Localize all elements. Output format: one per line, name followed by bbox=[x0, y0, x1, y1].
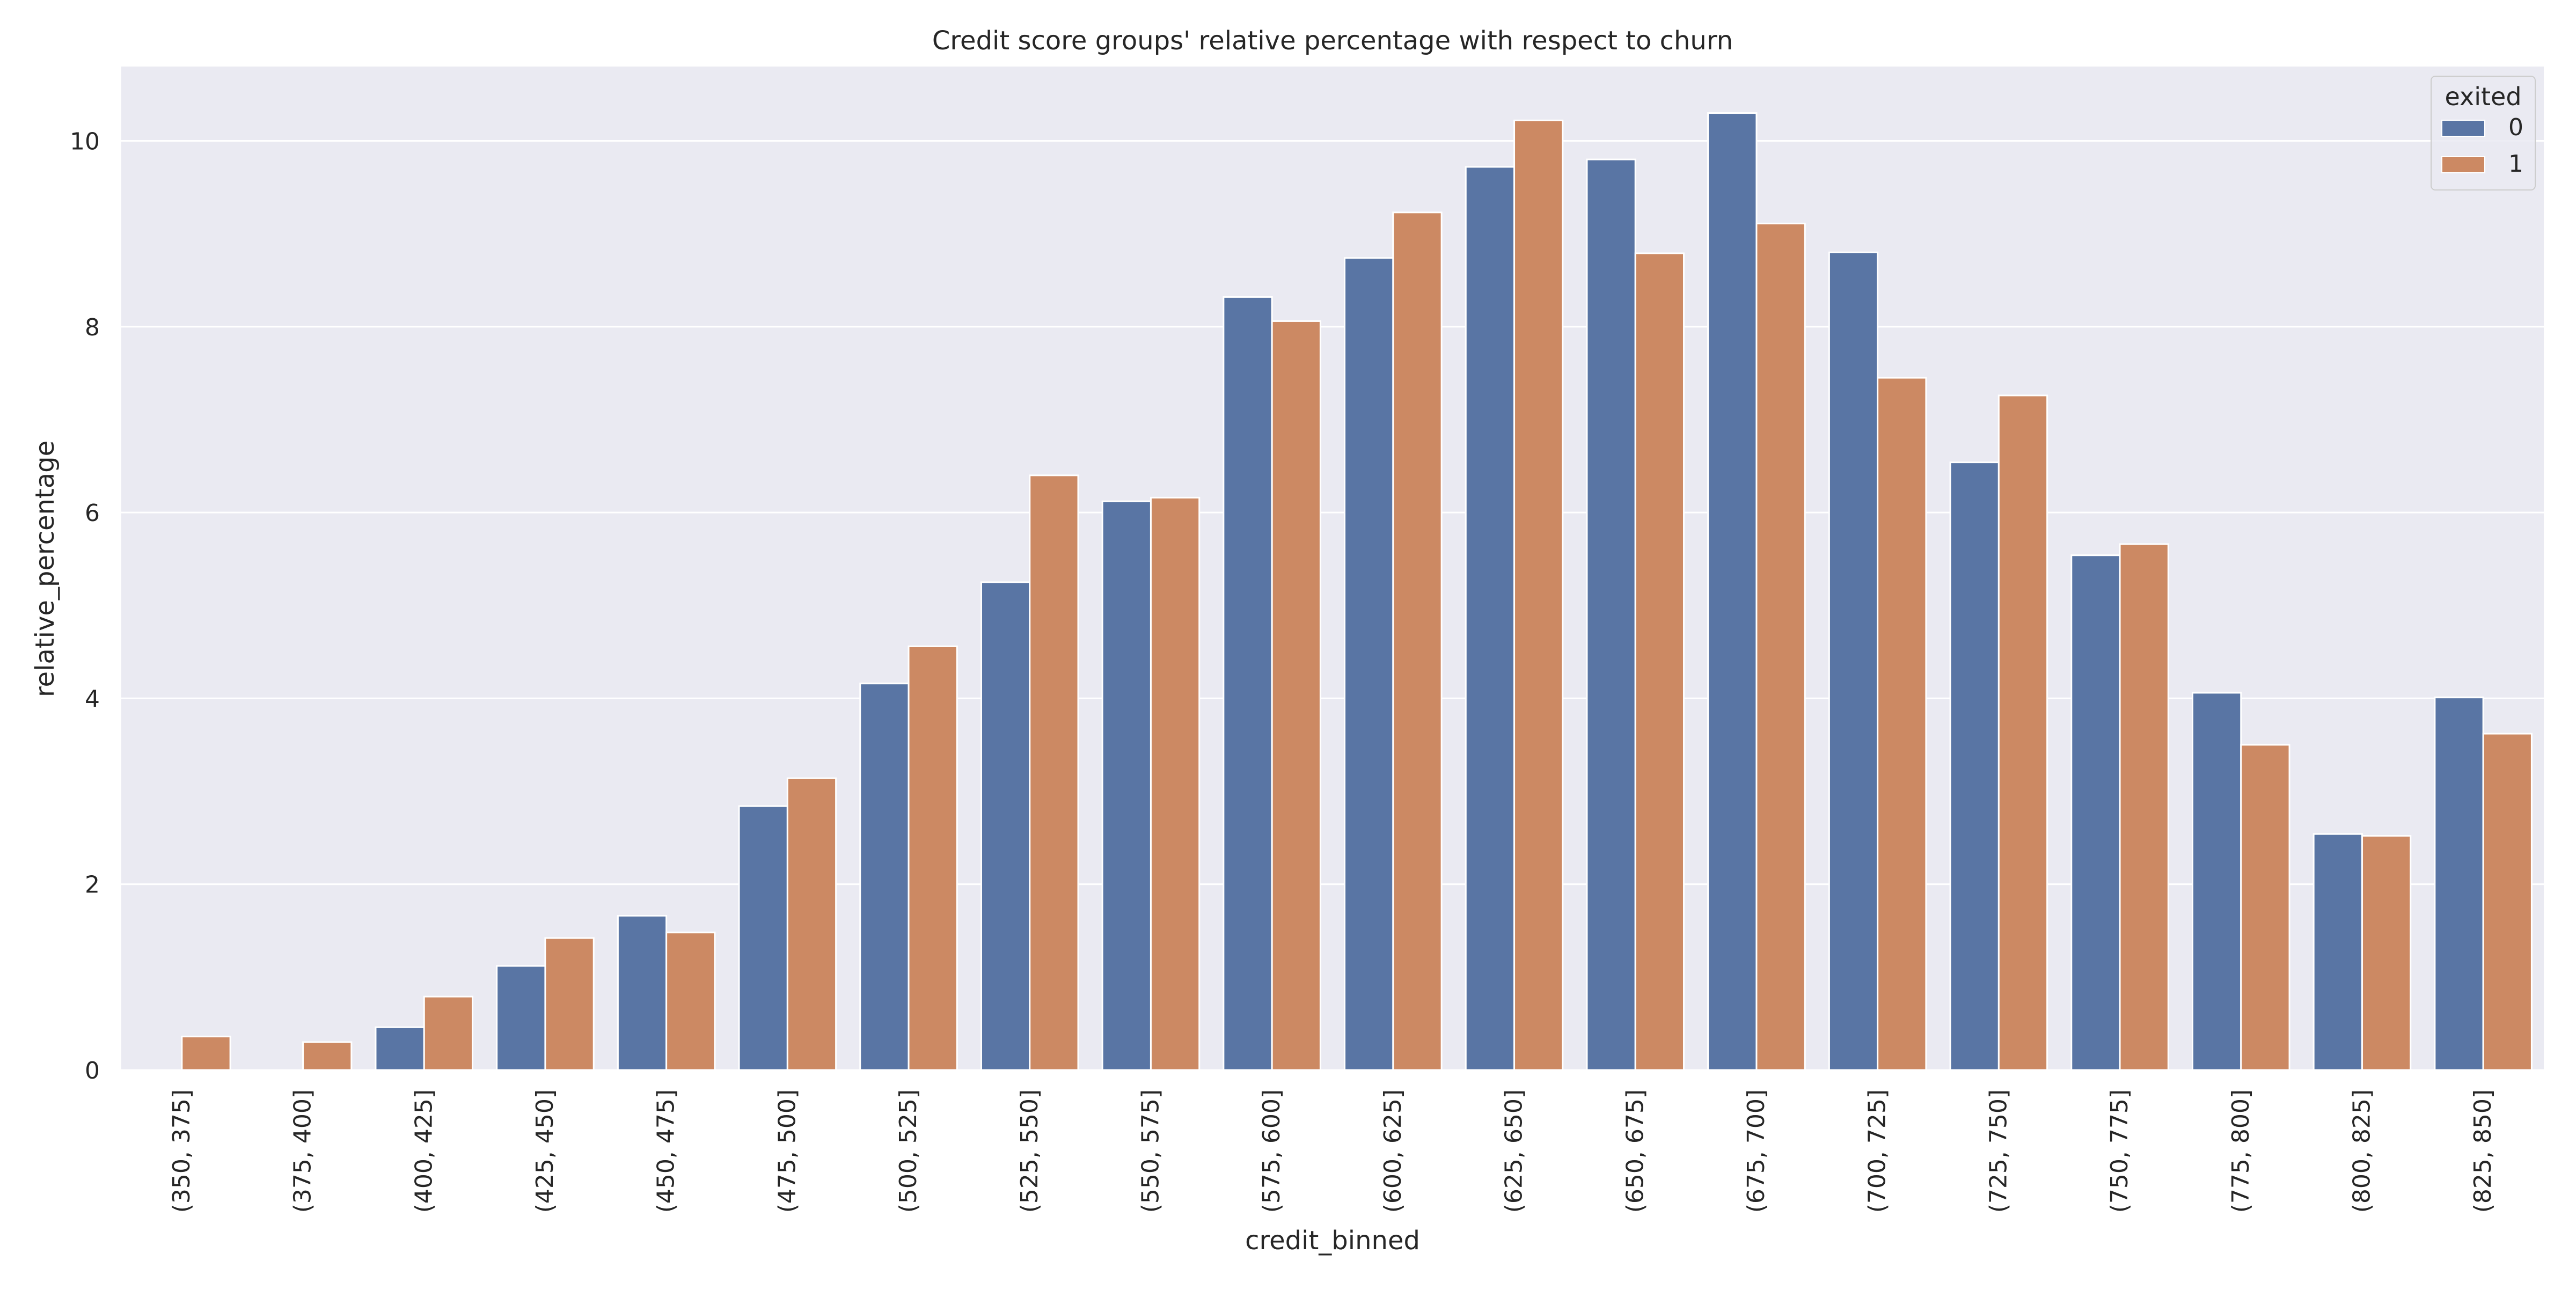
bar-750-775-series-1 bbox=[2119, 543, 2169, 1071]
y-tick-label: 8 bbox=[85, 314, 100, 341]
bar-825-850-series-1 bbox=[2482, 732, 2533, 1071]
bar-475-500-series-0 bbox=[738, 805, 788, 1071]
bar-625-650-series-1 bbox=[1513, 119, 1564, 1071]
x-tick-label: (375, 400] bbox=[289, 1089, 317, 1213]
x-axis-label: credit_binned bbox=[1245, 1226, 1420, 1256]
x-tick-label: (700, 725] bbox=[1864, 1089, 1891, 1213]
bar-500-525-series-0 bbox=[859, 683, 910, 1071]
legend-swatch-1 bbox=[2441, 156, 2485, 173]
y-axis: 0 2 4 6 8 10 bbox=[70, 128, 100, 1084]
y-tick-label: 0 bbox=[85, 1057, 100, 1084]
bar-500-525-series-1 bbox=[908, 645, 958, 1071]
bar-675-700-series-1 bbox=[1755, 223, 1806, 1071]
legend-title: exited bbox=[2445, 82, 2521, 111]
bar-700-725-series-1 bbox=[1877, 377, 1927, 1071]
x-tick-label: (500, 525] bbox=[895, 1089, 922, 1213]
bar-650-675-series-0 bbox=[1586, 158, 1636, 1071]
plot-area bbox=[121, 67, 2544, 1071]
bar-725-750-series-1 bbox=[1997, 394, 2048, 1071]
x-tick-label: (625, 650] bbox=[1501, 1089, 1528, 1213]
bar-650-675-series-1 bbox=[1634, 252, 1685, 1071]
x-tick-label: (775, 800] bbox=[2227, 1089, 2255, 1213]
bar-700-725-series-0 bbox=[1828, 251, 1879, 1071]
bar-400-425-series-0 bbox=[375, 1026, 425, 1071]
x-tick-label: (600, 625] bbox=[1379, 1089, 1407, 1213]
x-tick-label: (750, 775] bbox=[2106, 1089, 2133, 1213]
bar-625-650-series-0 bbox=[1465, 166, 1516, 1071]
bar-550-575-series-1 bbox=[1150, 496, 1201, 1071]
y-tick-label: 4 bbox=[85, 685, 100, 713]
bar-600-625-series-0 bbox=[1344, 257, 1394, 1071]
bar-375-400-series-1 bbox=[302, 1041, 353, 1071]
bar-750-775-series-0 bbox=[2070, 554, 2121, 1071]
x-tick-label: (725, 750] bbox=[1985, 1089, 2012, 1213]
plot-background bbox=[121, 67, 2544, 1070]
y-tick-label: 6 bbox=[85, 500, 100, 527]
y-axis-label: relative_percentage bbox=[30, 441, 60, 697]
bar-575-600-series-1 bbox=[1271, 320, 1321, 1071]
x-tick-label: (525, 550] bbox=[1016, 1089, 1043, 1213]
bar-725-750-series-0 bbox=[1949, 461, 2000, 1071]
bar-800-825-series-1 bbox=[2361, 835, 2412, 1071]
x-tick-label: (675, 700] bbox=[1743, 1089, 1770, 1213]
bar-450-475-series-1 bbox=[665, 932, 716, 1071]
bar-675-700-series-0 bbox=[1707, 112, 1758, 1071]
bar-525-550-series-0 bbox=[980, 581, 1031, 1071]
bar-775-800-series-1 bbox=[2240, 744, 2290, 1071]
bar-450-475-series-0 bbox=[617, 915, 668, 1071]
x-tick-label: (425, 450] bbox=[531, 1089, 559, 1213]
chart-title: Credit score groups' relative percentage… bbox=[932, 26, 1733, 56]
x-tick-label: (650, 675] bbox=[1621, 1089, 1649, 1213]
bar-425-450-series-1 bbox=[544, 937, 595, 1071]
bar-350-375-series-1 bbox=[181, 1036, 231, 1071]
bar-550-575-series-0 bbox=[1101, 500, 1152, 1071]
bar-425-450-series-0 bbox=[496, 965, 546, 1071]
bar-775-800-series-0 bbox=[2191, 692, 2242, 1071]
legend-swatch-0 bbox=[2441, 120, 2485, 137]
x-tick-label: (450, 475] bbox=[653, 1089, 680, 1213]
x-tick-label: (400, 425] bbox=[410, 1089, 437, 1213]
bar-600-625-series-1 bbox=[1392, 211, 1443, 1071]
x-tick-label: (350, 375] bbox=[168, 1089, 195, 1213]
bar-825-850-series-0 bbox=[2434, 697, 2484, 1071]
bar-525-550-series-1 bbox=[1029, 474, 1079, 1071]
legend: exited 0 1 bbox=[2431, 76, 2536, 190]
y-tick-label: 10 bbox=[70, 128, 100, 156]
x-tick-label: (575, 600] bbox=[1258, 1089, 1285, 1213]
bars bbox=[181, 112, 2533, 1071]
x-tick-label: (825, 850] bbox=[2469, 1089, 2497, 1213]
bar-475-500-series-1 bbox=[786, 777, 837, 1071]
x-tick-label: (800, 825] bbox=[2348, 1089, 2375, 1213]
bar-400-425-series-1 bbox=[423, 995, 474, 1071]
y-tick-label: 2 bbox=[85, 871, 100, 899]
x-tick-label: (475, 500] bbox=[773, 1089, 801, 1213]
x-tick-label: (550, 575] bbox=[1137, 1089, 1164, 1213]
legend-label-0: 0 bbox=[2508, 114, 2523, 141]
x-axis: (350, 375] (375, 400] (400, 425] (425, 450]… bbox=[168, 1089, 2497, 1213]
legend-label-1: 1 bbox=[2508, 150, 2523, 178]
bar-800-825-series-0 bbox=[2312, 833, 2363, 1071]
bar-575-600-series-0 bbox=[1223, 296, 1273, 1071]
